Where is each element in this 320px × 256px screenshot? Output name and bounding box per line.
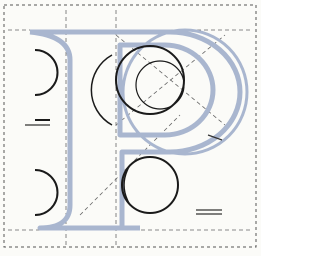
paper	[0, 0, 261, 256]
page	[0, 0, 261, 256]
letter-construction-drawing	[0, 0, 261, 256]
